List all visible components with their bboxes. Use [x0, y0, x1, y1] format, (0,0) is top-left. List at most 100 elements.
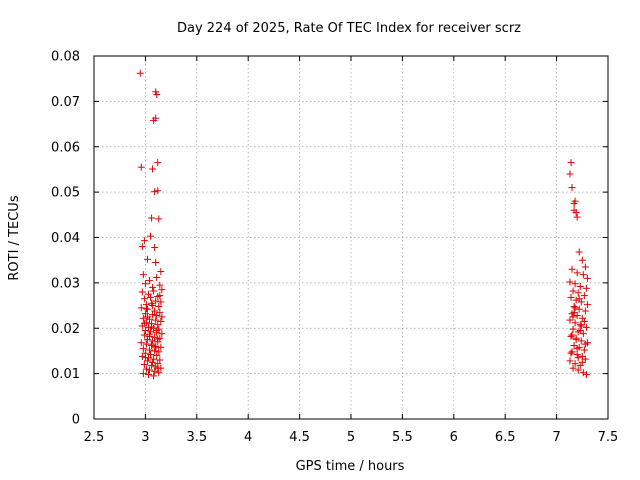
data-point-marker [147, 293, 155, 301]
data-point-marker [155, 348, 163, 356]
data-point-marker [151, 367, 159, 375]
grid-lines [94, 56, 608, 419]
data-point-marker [575, 248, 583, 256]
data-point-marker [155, 302, 163, 310]
x-tick-label: 2.5 [84, 430, 105, 445]
data-point-marker [577, 322, 585, 330]
data-point-marker [150, 287, 158, 295]
data-point-marker [156, 281, 164, 289]
data-point-marker [577, 337, 585, 345]
x-axis-label: GPS time / hours [296, 459, 405, 474]
data-point-marker [149, 337, 157, 345]
data-point-marker [154, 187, 162, 195]
y-tick-label: 0 [72, 413, 80, 428]
data-point-marker [151, 243, 159, 251]
data-point-marker [150, 355, 158, 363]
data-point-marker [140, 237, 148, 245]
data-point-marker [140, 361, 148, 369]
data-point-marker [152, 114, 160, 122]
data-point-marker [580, 292, 588, 300]
data-point-marker [157, 298, 165, 306]
data-point-marker [154, 364, 162, 372]
data-point-marker [579, 330, 587, 338]
data-point-marker [153, 273, 161, 281]
data-point-marker [141, 354, 149, 362]
data-point-marker [146, 330, 154, 338]
x-tick-label: 6 [450, 430, 458, 445]
data-point-marker [581, 340, 589, 348]
data-point-marker [573, 213, 581, 221]
data-point-marker [151, 333, 159, 341]
data-point-marker [578, 256, 586, 264]
data-point-marker [571, 360, 579, 368]
data-point-marker [583, 301, 591, 309]
data-point-marker [582, 284, 590, 292]
data-point-marker [146, 277, 154, 285]
data-point-marker [582, 323, 590, 331]
data-point-marker [152, 344, 160, 352]
data-point-marker [569, 287, 577, 295]
data-point-marker [566, 316, 574, 324]
data-point-marker [569, 313, 577, 321]
data-point-marker [579, 271, 587, 279]
data-point-marker [569, 364, 577, 372]
data-point-marker [572, 209, 580, 217]
data-point-marker [571, 304, 579, 312]
data-point-marker [143, 336, 151, 344]
data-point-marker [158, 330, 166, 338]
x-tick-label: 5.5 [392, 430, 413, 445]
data-point-marker [571, 280, 579, 288]
data-point-marker [573, 351, 581, 359]
data-point-marker [567, 159, 575, 167]
data-point-marker [146, 346, 154, 354]
data-point-marker [154, 159, 162, 167]
x-tick-label: 4.5 [289, 430, 310, 445]
data-point-marker [136, 69, 144, 77]
x-tick-label: 7.5 [598, 430, 619, 445]
data-point-marker [570, 308, 578, 316]
y-tick-label: 0.04 [51, 231, 80, 246]
data-point-marker [148, 323, 156, 331]
data-point-marker [153, 312, 161, 320]
data-point-marker [148, 361, 156, 369]
data-point-marker [152, 297, 160, 305]
y-axis-label: ROTI / TECUs [7, 195, 22, 280]
data-point-marker [152, 258, 160, 266]
data-point-marker [143, 313, 151, 321]
y-tick-label: 0.05 [51, 186, 80, 201]
data-point-marker [154, 321, 162, 329]
data-point-marker [149, 283, 157, 291]
data-point-marker [147, 232, 155, 240]
y-tick-label: 0.08 [51, 50, 80, 65]
y-tick-label: 0.03 [51, 276, 80, 291]
data-point-marker [139, 345, 147, 353]
data-point-marker [149, 311, 157, 319]
data-point-marker [144, 371, 152, 379]
y-tick-label: 0.01 [51, 367, 80, 382]
data-point-marker [581, 307, 589, 315]
data-point-marker [156, 308, 164, 316]
data-point-marker [575, 295, 583, 303]
data-point-marker [153, 91, 161, 99]
data-point-marker [140, 331, 148, 339]
data-point-marker [568, 348, 576, 356]
data-point-marker [158, 286, 166, 294]
data-point-marker [155, 215, 163, 223]
data-point-marker [574, 366, 582, 374]
data-point-marker [575, 305, 583, 313]
data-point-marker [156, 292, 164, 300]
data-point-marker [139, 370, 147, 378]
x-tick-label: 3.5 [186, 430, 207, 445]
data-point-marker [567, 332, 575, 340]
data-point-marker [567, 349, 575, 357]
data-points [136, 69, 591, 380]
data-point-marker [570, 341, 578, 349]
data-point-marker [579, 369, 587, 377]
y-tick-label: 0.06 [51, 140, 80, 155]
data-point-marker [155, 369, 163, 377]
data-point-marker [573, 312, 581, 320]
x-tick-labels: 2.5 3 3.5 4 4.5 5 5.5 6 6.5 7 7.5 [84, 56, 619, 445]
data-point-marker [573, 269, 581, 277]
data-point-marker [148, 214, 156, 222]
